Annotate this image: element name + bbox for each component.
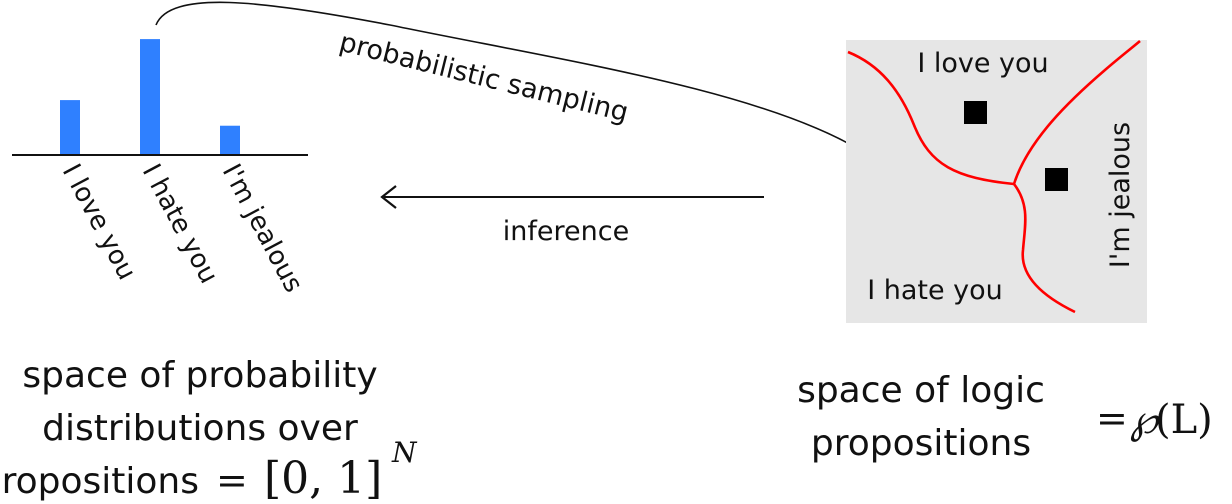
left-caption-superscript: N (391, 436, 418, 469)
sampling-label: probabilistic sampling (336, 27, 631, 129)
right-caption-powerset-symbol: ℘ (1130, 397, 1160, 443)
region-label-love: I love you (917, 48, 1048, 79)
inference-arrow: inference (380, 185, 764, 247)
region-label-hate: I hate you (867, 275, 1003, 306)
right-caption-line-1: space of logic (797, 370, 1045, 411)
inference-arrowhead (380, 185, 397, 209)
right-caption-powerset-arg: (L) (1155, 397, 1213, 443)
category-label-1: I love you (56, 159, 142, 285)
sampling-arrow: probabilistic sampling (155, 1, 932, 232)
category-label-2: I hate you (136, 159, 224, 288)
sample-point-1 (964, 101, 987, 124)
bar-3 (220, 125, 240, 155)
sampling-arrow-path (155, 1, 929, 228)
logic-space: I love you I hate you I'm jealous (846, 40, 1147, 323)
right-caption-equals: = (1096, 396, 1128, 440)
bar-1 (60, 100, 80, 155)
left-caption: space of probability distributions over … (0, 355, 418, 504)
region-boundary-left (847, 50, 1015, 186)
region-boundary-bottom (1012, 183, 1076, 314)
left-caption-line-3: propositions (0, 461, 199, 502)
category-label-3: I'm jealous (216, 159, 309, 297)
left-caption-line-2: distributions over (42, 408, 358, 449)
sample-point-2 (1045, 168, 1068, 191)
region-boundary-right (1012, 40, 1141, 185)
right-caption: space of logic propositions = ℘ (L) (797, 370, 1213, 464)
region-label-jealous: I'm jealous (1105, 122, 1136, 268)
left-caption-set: [0, 1] (264, 453, 382, 504)
left-caption-line-1: space of probability (22, 355, 377, 396)
right-caption-line-2: propositions (811, 423, 1031, 464)
inference-label: inference (503, 216, 629, 247)
left-caption-equals: = (216, 458, 248, 502)
bar-2 (140, 39, 160, 155)
bar-group (60, 39, 240, 155)
